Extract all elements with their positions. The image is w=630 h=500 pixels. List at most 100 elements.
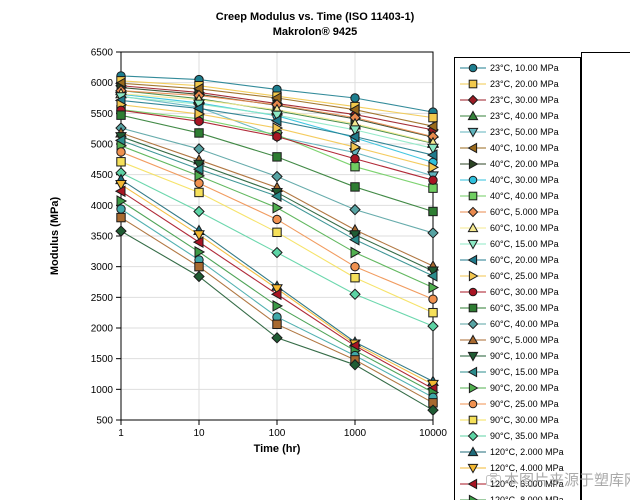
square-legend-marker-icon (460, 415, 486, 425)
legend-item: 90°C, 10.00 MPa (455, 348, 580, 364)
svg-text:4000: 4000 (91, 201, 114, 212)
camera-icon (486, 473, 501, 486)
diamond-legend-marker-icon (460, 430, 486, 442)
legend-item: 60°C, 5.000 MPa (455, 204, 580, 220)
triangle-up-legend-marker-icon (460, 222, 486, 233)
legend-item-label: 90°C, 5.000 MPa (490, 335, 559, 345)
svg-text:5500: 5500 (91, 109, 114, 120)
diamond-legend-marker-icon (460, 206, 486, 218)
legend-item: 90°C, 5.000 MPa (455, 332, 580, 348)
svg-text:500: 500 (96, 416, 113, 427)
legend-item-label: 60°C, 20.00 MPa (490, 255, 559, 265)
legend-item-label: 23°C, 20.00 MPa (490, 79, 559, 89)
svg-text:1500: 1500 (91, 354, 114, 365)
legend-item: 40°C, 10.00 MPa (455, 140, 580, 156)
legend-item-label: 90°C, 30.00 MPa (490, 415, 559, 425)
legend-item-label: 60°C, 10.00 MPa (490, 223, 559, 233)
legend-item: 60°C, 10.00 MPa (455, 220, 580, 236)
circle-legend-marker-icon (460, 175, 486, 185)
legend-item-label: 23°C, 40.00 MPa (490, 111, 559, 121)
legend-item: 40°C, 20.00 MPa (455, 156, 580, 172)
legend-item: 60°C, 30.00 MPa (455, 284, 580, 300)
triangle-left-legend-marker-icon (460, 478, 486, 490)
legend-item: 120°C, 8.000 MPa (455, 492, 580, 500)
diamond-legend-marker-icon (460, 318, 486, 330)
legend-item: 23°C, 20.00 MPa (455, 76, 580, 92)
triangle-left-legend-marker-icon (460, 366, 486, 378)
triangle-down-legend-marker-icon (460, 127, 486, 138)
svg-text:3000: 3000 (91, 262, 114, 273)
legend-item: 120°C, 6.000 MPa (455, 476, 580, 492)
legend-item: 23°C, 30.00 MPa (455, 92, 580, 108)
triangle-down-legend-marker-icon (460, 239, 486, 250)
triangle-right-legend-marker-icon (460, 158, 486, 170)
svg-text:4500: 4500 (91, 170, 114, 181)
y-axis-title: Modulus (MPa) (49, 196, 61, 276)
legend-item-label: 40°C, 40.00 MPa (490, 191, 559, 201)
svg-text:10000: 10000 (419, 428, 447, 439)
diamond-legend-marker-icon (460, 94, 486, 106)
legend-item-label: 120°C, 8.000 MPa (490, 495, 564, 500)
svg-text:100: 100 (269, 428, 286, 439)
legend: 23°C, 10.00 MPa 23°C, 20.00 MPa 23°C, 30.0… (454, 57, 581, 500)
svg-text:10: 10 (193, 428, 205, 439)
legend-item-label: 60°C, 15.00 MPa (490, 239, 559, 249)
triangle-down-legend-marker-icon (460, 463, 486, 474)
legend-item-label: 40°C, 30.00 MPa (490, 175, 559, 185)
square-legend-marker-icon (460, 79, 486, 89)
svg-text:1000: 1000 (91, 385, 114, 396)
legend-second-column-cut (581, 52, 630, 500)
triangle-down-legend-marker-icon (460, 351, 486, 362)
triangle-right-legend-marker-icon (460, 494, 486, 500)
legend-item: 90°C, 35.00 MPa (455, 428, 580, 444)
triangle-left-legend-marker-icon (460, 254, 486, 266)
triangle-up-legend-marker-icon (460, 334, 486, 345)
legend-item-label: 23°C, 50.00 MPa (490, 127, 559, 137)
legend-item: 23°C, 50.00 MPa (455, 124, 580, 140)
legend-item: 90°C, 20.00 MPa (455, 380, 580, 396)
svg-text:3500: 3500 (91, 232, 114, 243)
legend-item: 60°C, 40.00 MPa (455, 316, 580, 332)
svg-text:1000: 1000 (344, 428, 367, 439)
legend-item: 120°C, 2.000 MPa (455, 444, 580, 460)
svg-text:5000: 5000 (91, 140, 114, 151)
triangle-left-legend-marker-icon (460, 142, 486, 154)
triangle-right-legend-marker-icon (460, 382, 486, 394)
legend-item: 60°C, 20.00 MPa (455, 252, 580, 268)
watermark-text: 本图片来源于塑库网 (504, 471, 630, 489)
triangle-up-legend-marker-icon (460, 446, 486, 457)
square-legend-marker-icon (460, 191, 486, 201)
legend-item: 60°C, 15.00 MPa (455, 236, 580, 252)
legend-item: 90°C, 25.00 MPa (455, 396, 580, 412)
svg-text:6000: 6000 (91, 78, 114, 89)
legend-item-label: 60°C, 5.000 MPa (490, 207, 559, 217)
triangle-right-legend-marker-icon (460, 270, 486, 282)
chart-title: Creep Modulus vs. Time (ISO 11403-1) (215, 11, 415, 23)
legend-item: 23°C, 10.00 MPa (455, 60, 580, 76)
legend-item-label: 60°C, 30.00 MPa (490, 287, 559, 297)
watermark: 本图片来源于塑库网 (486, 469, 630, 490)
svg-text:1: 1 (118, 428, 124, 439)
x-axis-title: Time (hr) (253, 443, 301, 455)
legend-item-label: 60°C, 35.00 MPa (490, 303, 559, 313)
legend-item: 40°C, 30.00 MPa (455, 172, 580, 188)
legend-item-label: 23°C, 30.00 MPa (490, 95, 559, 105)
svg-text:6500: 6500 (91, 48, 114, 59)
legend-item-label: 90°C, 20.00 MPa (490, 383, 559, 393)
svg-text:2000: 2000 (91, 324, 114, 335)
legend-item-label: 60°C, 40.00 MPa (490, 319, 559, 329)
legend-item-label: 40°C, 20.00 MPa (490, 159, 559, 169)
legend-item-label: 40°C, 10.00 MPa (490, 143, 559, 153)
legend-item: 60°C, 25.00 MPa (455, 268, 580, 284)
triangle-up-legend-marker-icon (460, 110, 486, 121)
legend-item: 40°C, 40.00 MPa (455, 188, 580, 204)
legend-item: 120°C, 4.000 MPa (455, 460, 580, 476)
legend-item: 90°C, 15.00 MPa (455, 364, 580, 380)
legend-item-label: 23°C, 10.00 MPa (490, 63, 559, 73)
legend-item-label: 120°C, 2.000 MPa (490, 447, 564, 457)
legend-item-label: 120°C, 4.000 MPa (490, 463, 564, 473)
legend-item-label: 90°C, 25.00 MPa (490, 399, 559, 409)
legend-item-label: 90°C, 10.00 MPa (490, 351, 559, 361)
square-legend-marker-icon (460, 303, 486, 313)
